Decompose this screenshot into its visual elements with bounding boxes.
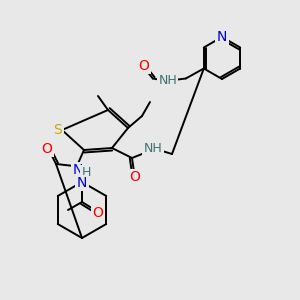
Text: O: O [42, 142, 52, 156]
Text: S: S [54, 123, 62, 137]
Text: N: N [217, 30, 227, 44]
Text: O: O [93, 206, 104, 220]
Text: N: N [77, 176, 87, 190]
Text: H: H [81, 167, 91, 179]
Text: O: O [138, 58, 149, 73]
Text: NH: NH [158, 74, 177, 87]
Text: NH: NH [144, 142, 162, 154]
Text: O: O [130, 170, 140, 184]
Text: N: N [73, 163, 83, 177]
